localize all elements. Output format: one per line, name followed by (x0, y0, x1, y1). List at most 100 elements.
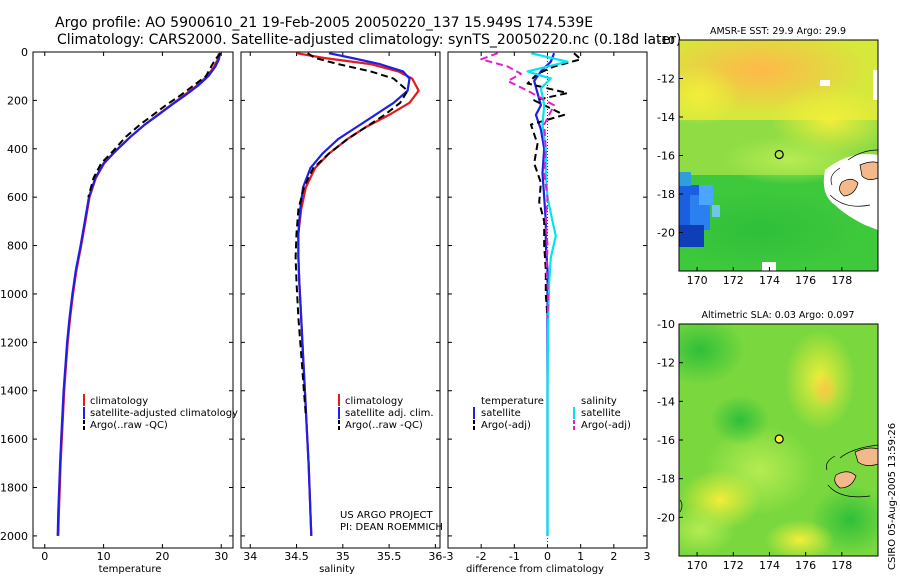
lon-tick-label: 178 (831, 274, 852, 287)
salinity-legend: climatology satellite adj. clim. Argo(..… (338, 394, 434, 432)
legend-label-temp-satellite: satellite (481, 408, 521, 419)
lat-tick-label: -14 (657, 111, 675, 124)
lon-tick-label: 176 (795, 559, 816, 572)
sst-map-lat-axis: -10 -12 -14 -16 -18 -20 (657, 34, 683, 240)
legend-label-sal-argo: Argo(-adj) (581, 420, 631, 431)
y-tick-label: 600 (7, 191, 28, 204)
lon-tick-label: 174 (759, 559, 780, 572)
y-tick-label: 1200 (0, 336, 28, 349)
legend-label-sal-satellite: satellite (581, 408, 621, 419)
y-tick-label: 2000 (0, 530, 28, 543)
x-tick-label: -2 (476, 550, 487, 563)
series-line-satellite-adjusted-climatology (56, 52, 222, 536)
lat-tick-label: -18 (657, 473, 675, 486)
figure-title-line1: Argo profile: AO 5900610_21 19-Feb-2005 … (55, 15, 593, 31)
x-tick-label: 34 (243, 550, 257, 563)
depth-axis: 0 200 400 600 800 1000 1200 1400 1600 1800 2000 (0, 46, 233, 543)
salinity-series (294, 52, 420, 536)
temperature-legend: climatology satellite-adjusted climatolo… (83, 394, 238, 432)
x-tick-label: 35.5 (377, 550, 402, 563)
y-tick-label: 200 (7, 94, 28, 107)
salinity-xlabel: salinity (319, 564, 355, 575)
difference-xlabel: difference from climatology (466, 564, 604, 575)
lon-tick-label: 170 (687, 559, 708, 572)
lat-tick-label: -16 (657, 434, 675, 447)
lon-tick-label: 172 (723, 274, 744, 287)
y-tick-label: 1600 (0, 433, 28, 446)
pi-label: PI: DEAN ROEMMICH (340, 522, 443, 533)
series-line-argo-raw-qc- (294, 52, 409, 415)
salinity-axes-frame (240, 51, 441, 549)
difference-y-ticks (448, 51, 647, 537)
sla-field (679, 324, 878, 556)
y-tick-label: 800 (7, 240, 28, 253)
lat-tick-label: -14 (657, 395, 675, 408)
sst-map-lon-axis: 170 172 174 176 178 (687, 267, 852, 287)
salinity-x-axis: 34 34.5 35 35.5 36 (243, 52, 442, 563)
legend-label-climatology: climatology (90, 396, 148, 407)
temperature-panel: 0 200 400 600 800 1000 1200 1400 1600 1800 2000 0 1… (0, 46, 238, 575)
sst-map-title: AMSR-E SST: 29.9 Argo: 29.9 (710, 26, 846, 37)
y-tick-label: 0 (21, 46, 28, 59)
y-tick-label: 1000 (0, 288, 28, 301)
argo-float-marker (774, 434, 784, 444)
y-tick-label: 1800 (0, 482, 28, 495)
legend-label-temp-argo: Argo(-adj) (481, 420, 531, 431)
salinity-y-ticks (241, 51, 440, 537)
legend-label-argo: Argo(..raw -QC) (345, 420, 423, 431)
temperature-x-axis: 0 10 20 30 (41, 52, 228, 563)
difference-legend: temperature satellite Argo(-adj) salinit… (473, 396, 631, 432)
x-tick-label: 1 (577, 550, 584, 563)
x-tick-label: 10 (97, 550, 111, 563)
sst-field (679, 40, 878, 271)
y-tick-label: 400 (7, 143, 28, 156)
lon-tick-label: 172 (723, 559, 744, 572)
lon-tick-label: 170 (687, 274, 708, 287)
temperature-xlabel: temperature (99, 564, 162, 575)
sla-map-lon-axis: 170 172 174 176 178 (687, 552, 852, 572)
salinity-panel: 34 34.5 35 35.5 36 salinity climatology sate… (240, 51, 443, 575)
y-tick-label: 1400 (0, 385, 28, 398)
figure-title-line2: Climatology: CARS2000. Satellite-adjuste… (57, 32, 681, 48)
legend-label-argo: Argo(..raw -QC) (90, 420, 168, 431)
lon-tick-label: 174 (759, 274, 780, 287)
lat-tick-label: -12 (657, 357, 675, 370)
lat-tick-label: -20 (657, 227, 675, 240)
series-line-temperature-argo (526, 52, 582, 319)
x-tick-label: 34.5 (284, 550, 309, 563)
x-tick-label: 0 (41, 550, 48, 563)
temperature-series (56, 52, 222, 536)
lat-tick-label: -10 (657, 318, 675, 331)
x-tick-label: -1 (509, 550, 520, 563)
sla-map-panel: Altimetric SLA: 0.03 Argo: 0.097 170 172 1… (657, 310, 879, 572)
lat-tick-label: -16 (657, 150, 675, 163)
temperature-axes-frame (32, 51, 234, 549)
x-tick-label: 35 (336, 550, 350, 563)
x-tick-label: -3 (443, 550, 454, 563)
legend-header-temperature: temperature (481, 396, 544, 407)
argo-float-marker (774, 149, 784, 160)
x-tick-label: 30 (214, 550, 228, 563)
lat-tick-label: -10 (657, 34, 675, 47)
lat-tick-label: -18 (657, 188, 675, 201)
legend-header-salinity: salinity (581, 396, 617, 407)
lat-tick-label: -20 (657, 511, 675, 524)
difference-panel: -3 -2 -1 0 1 2 3 difference from climatology t… (443, 51, 651, 575)
x-tick-label: 36 (428, 550, 442, 563)
lon-tick-label: 178 (831, 559, 852, 572)
legend-label-satellite: satellite-adjusted climatology (90, 408, 238, 419)
x-tick-label: 2 (610, 550, 617, 563)
lat-tick-label: -12 (657, 73, 675, 86)
legend-label-climatology: climatology (345, 396, 403, 407)
sla-map-title: Altimetric SLA: 0.03 Argo: 0.097 (702, 310, 855, 321)
lon-tick-label: 176 (795, 274, 816, 287)
x-tick-label: 3 (644, 550, 651, 563)
project-label: US ARGO PROJECT (340, 510, 434, 521)
x-tick-label: 0 (544, 550, 551, 563)
difference-series (480, 52, 582, 548)
sla-map-lat-axis: -10 -12 -14 -16 -18 -20 (657, 318, 683, 524)
x-tick-label: 20 (155, 550, 169, 563)
side-timestamp: CSIRO 05-Aug-2005 13:59:26 (887, 423, 898, 570)
sst-map-panel: AMSR-E SST: 29.9 Argo: 29.9 1 (657, 26, 879, 287)
